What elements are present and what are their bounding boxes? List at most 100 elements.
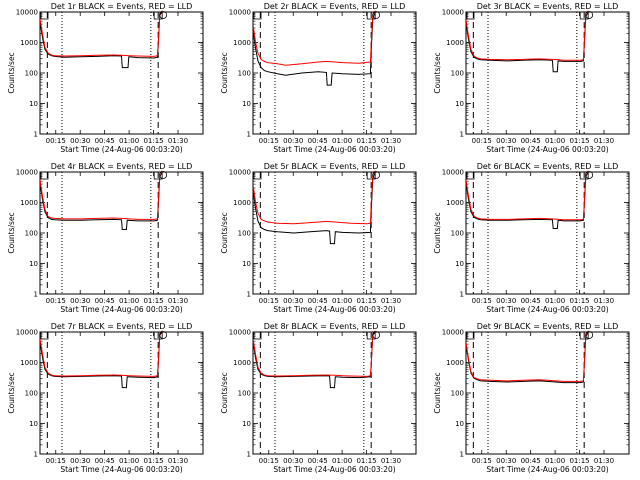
y-tick-label: 1000 — [20, 39, 38, 47]
y-tick-label: 10000 — [16, 169, 38, 177]
x-tick-label: 01:30 — [594, 137, 614, 145]
y-tick-label: 100 — [238, 70, 251, 78]
x-tick-label: 00:45 — [95, 297, 115, 305]
end-box-marker — [579, 171, 589, 180]
series-events-line — [466, 171, 589, 229]
x-tick-label: 00:30 — [283, 457, 303, 465]
x-tick-label: 00:15 — [46, 297, 66, 305]
end-circle-marker — [585, 11, 594, 19]
chart-title: Det 3r BLACK = Events, RED = LLD — [477, 2, 619, 11]
x-tick-label: 01:00 — [545, 457, 565, 465]
x-tick-label: 01:15 — [143, 137, 163, 145]
y-tick-label: 1 — [247, 451, 251, 459]
x-axis-label: Start Time (24-Aug-06 00:03:20) — [486, 465, 608, 474]
x-tick-label: 00:15 — [46, 457, 66, 465]
start-box-marker — [40, 11, 49, 20]
x-tick-label: 01:30 — [168, 297, 188, 305]
chart-title: Det 6r BLACK = Events, RED = LLD — [477, 162, 619, 171]
start-box-marker — [466, 11, 475, 20]
x-tick-label: 00:15 — [472, 457, 492, 465]
x-tick-label: 00:45 — [308, 297, 328, 305]
y-tick-label: 1 — [247, 131, 251, 139]
start-box-marker — [40, 331, 49, 340]
chart-panel-9: Det 9r BLACK = Events, RED = LLD 1 10 100 10… — [433, 322, 630, 474]
chart-panel-8: Det 8r BLACK = Events, RED = LLD 1 10 100 10… — [220, 322, 417, 474]
x-axis-label: Start Time (24-Aug-06 00:03:20) — [60, 305, 182, 314]
y-tick-label: 1000 — [233, 359, 251, 367]
x-tick-label: 00:45 — [308, 457, 328, 465]
y-tick-label: 10000 — [16, 329, 38, 337]
chart-title: Det 2r BLACK = Events, RED = LLD — [264, 2, 406, 11]
y-axis-label: Counts/sec — [433, 52, 442, 93]
y-tick-label: 100 — [451, 70, 464, 78]
start-box-marker — [253, 331, 262, 340]
y-tick-label: 1000 — [233, 199, 251, 207]
x-tick-label: 01:30 — [168, 457, 188, 465]
x-tick-label: 00:30 — [283, 297, 303, 305]
y-tick-label: 10000 — [229, 329, 251, 337]
end-box-marker — [366, 331, 376, 340]
y-tick-label: 100 — [451, 390, 464, 398]
y-tick-label: 1000 — [20, 359, 38, 367]
y-axis-label: Counts/sec — [220, 212, 229, 253]
x-tick-label: 00:15 — [259, 297, 279, 305]
series-events-line — [253, 171, 376, 245]
series-events-line — [40, 171, 163, 230]
end-circle-marker — [585, 171, 594, 179]
x-axis-label: Start Time (24-Aug-06 00:03:20) — [60, 145, 182, 154]
series-lld-line — [40, 10, 163, 57]
series-events-line — [466, 331, 589, 384]
x-tick-label: 01:15 — [569, 457, 589, 465]
start-box-marker — [40, 171, 49, 180]
end-box-marker — [366, 11, 376, 20]
x-tick-label: 00:30 — [70, 297, 90, 305]
x-tick-label: 01:30 — [594, 297, 614, 305]
y-tick-label: 1 — [247, 291, 251, 299]
x-tick-label: 00:45 — [308, 137, 328, 145]
start-box-marker — [466, 331, 475, 340]
end-box-marker — [579, 331, 589, 340]
x-axis-label: Start Time (24-Aug-06 00:03:20) — [273, 305, 395, 314]
x-axis-label: Start Time (24-Aug-06 00:03:20) — [486, 305, 608, 314]
x-tick-label: 01:30 — [168, 137, 188, 145]
y-tick-label: 10000 — [229, 9, 251, 17]
x-tick-label: 01:30 — [594, 457, 614, 465]
end-box-marker — [153, 11, 163, 20]
plot-frame — [465, 171, 630, 295]
series-lld-line — [466, 330, 589, 382]
x-axis-label: Start Time (24-Aug-06 00:03:20) — [60, 465, 182, 474]
chart-title: Det 8r BLACK = Events, RED = LLD — [264, 322, 406, 331]
x-tick-label: 00:15 — [472, 297, 492, 305]
end-box-marker — [153, 331, 163, 340]
series-events-line — [466, 11, 589, 73]
chart-title: Det 9r BLACK = Events, RED = LLD — [477, 322, 619, 331]
x-tick-label: 01:15 — [143, 297, 163, 305]
series-events-line — [253, 331, 376, 389]
y-axis-label: Counts/sec — [7, 212, 16, 253]
y-tick-label: 10 — [29, 100, 38, 108]
y-tick-label: 100 — [238, 230, 251, 238]
chart-title: Det 7r BLACK = Events, RED = LLD — [51, 322, 193, 331]
y-tick-label: 10000 — [442, 169, 464, 177]
series-events-line — [253, 11, 376, 86]
chart-panel-4: Det 4r BLACK = Events, RED = LLD 1 10 100 10… — [7, 162, 204, 314]
x-tick-label: 00:45 — [95, 137, 115, 145]
end-circle-marker — [372, 11, 381, 19]
chart-panel-2: Det 2r BLACK = Events, RED = LLD 1 10 100 10… — [220, 2, 417, 154]
x-axis-label: Start Time (24-Aug-06 00:03:20) — [273, 145, 395, 154]
end-circle-marker — [159, 331, 168, 339]
y-tick-label: 1 — [34, 291, 38, 299]
x-tick-label: 01:00 — [545, 137, 565, 145]
series-lld-line — [253, 170, 376, 225]
series-events-line — [40, 331, 163, 389]
y-tick-label: 1 — [460, 291, 464, 299]
y-tick-label: 100 — [25, 230, 38, 238]
y-tick-label: 100 — [238, 390, 251, 398]
series-lld-line — [40, 170, 163, 220]
x-tick-label: 01:30 — [381, 297, 401, 305]
end-circle-marker — [372, 171, 381, 179]
x-tick-label: 00:15 — [259, 457, 279, 465]
y-axis-label: Counts/sec — [220, 52, 229, 93]
y-tick-label: 10000 — [442, 9, 464, 17]
